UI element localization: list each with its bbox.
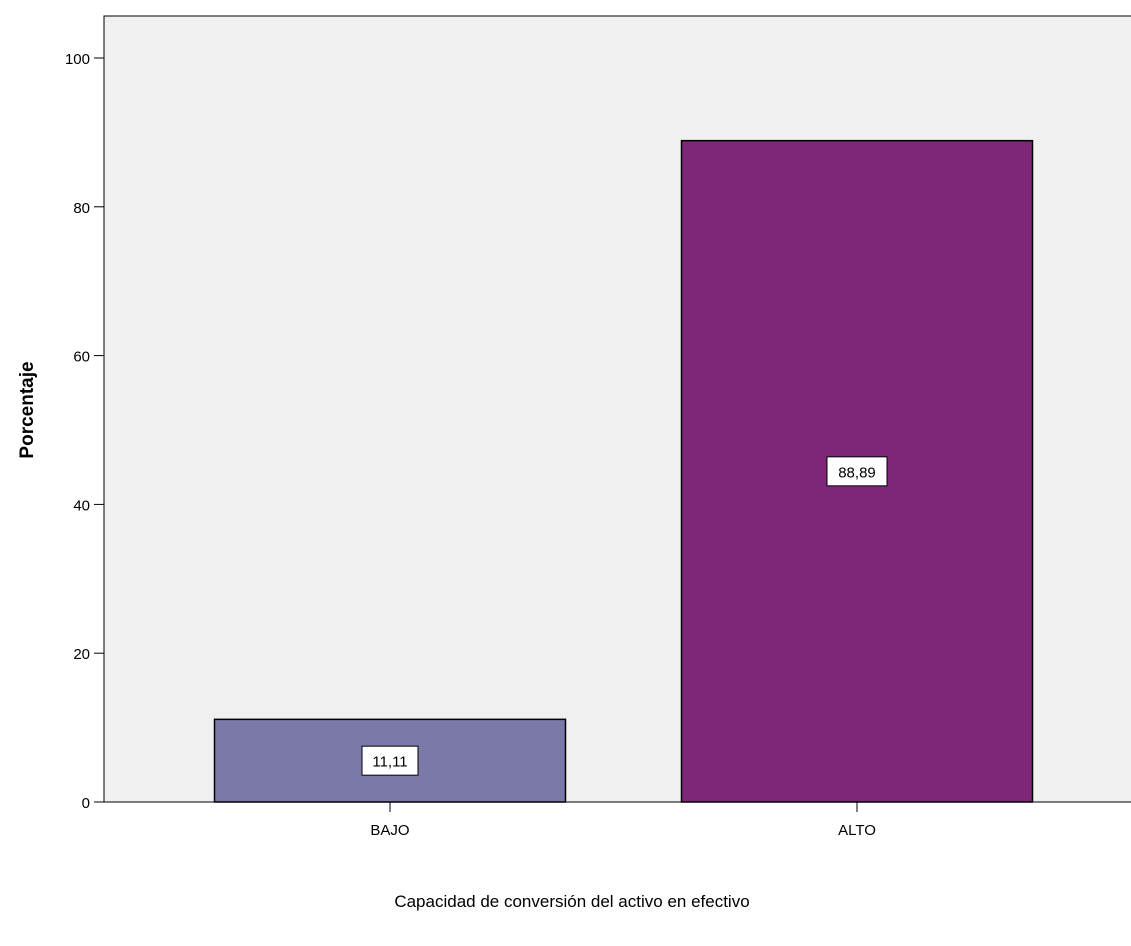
y-axis-title: Porcentaje <box>17 361 38 458</box>
data-labels: 11,11 88,89 <box>361 456 888 776</box>
data-label-box <box>826 456 888 487</box>
data-label: 11,11 <box>372 754 407 771</box>
y-tick-label: 60 <box>73 349 90 366</box>
x-axis-title: Capacidad de conversión del activo en ef… <box>394 892 749 911</box>
data-label-box <box>361 745 419 776</box>
y-tick-label: 80 <box>73 200 90 217</box>
y-tick-label: 40 <box>73 497 90 514</box>
y-axis: 0 20 40 60 80 100 <box>65 51 104 812</box>
x-tick-label: ALTO <box>838 822 876 839</box>
y-tick-label: 20 <box>73 646 90 663</box>
x-axis: BAJO ALTO <box>370 802 876 839</box>
data-label: 88,89 <box>838 464 876 481</box>
x-tick-label: BAJO <box>370 822 409 839</box>
y-tick-label: 100 <box>65 51 90 68</box>
y-tick-label: 0 <box>82 795 90 812</box>
